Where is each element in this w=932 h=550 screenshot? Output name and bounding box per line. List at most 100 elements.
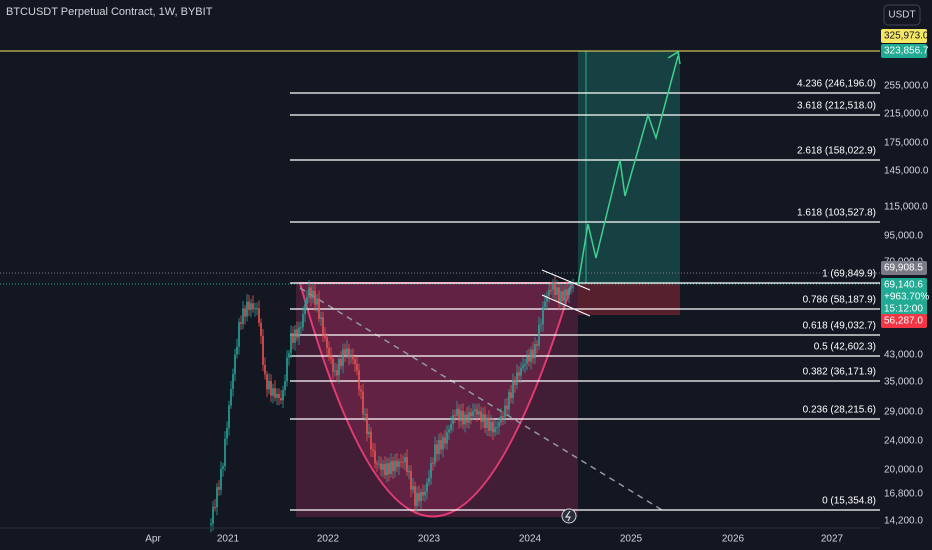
candle-body (492, 421, 494, 433)
cup-curve (298, 282, 574, 518)
price-label: 24,000.0 (884, 436, 923, 447)
price-badge-text: +963.70% (884, 292, 929, 303)
candle-body (290, 333, 292, 354)
candle-body (356, 363, 358, 371)
candle-body (472, 411, 474, 417)
candle-body (226, 427, 228, 439)
candle-body (530, 349, 532, 362)
candle-body (468, 412, 470, 423)
fib-label: 4.236 (246,196.0) (797, 79, 876, 90)
candle-body (448, 429, 450, 433)
candle-body (344, 349, 346, 355)
candle-body (212, 506, 214, 524)
candle-body (558, 287, 560, 303)
candle-body (508, 392, 510, 410)
candle-body (506, 405, 508, 410)
candles (210, 275, 574, 533)
candle-body (420, 491, 422, 502)
candle-body (282, 389, 284, 401)
candle-body (228, 405, 230, 428)
candle-body (372, 449, 374, 451)
candle-body (512, 380, 514, 398)
candle-body (230, 388, 232, 406)
price-label: 16,800.0 (884, 489, 923, 500)
candle-body (248, 301, 250, 310)
candle-body (360, 389, 362, 392)
candle-body (378, 463, 380, 465)
candle-body (440, 440, 442, 450)
candle-body (342, 349, 344, 366)
candle-body (462, 410, 464, 425)
fib-label: 0 (15,354.8) (822, 496, 876, 507)
candle-body (452, 415, 454, 425)
candle-body (550, 289, 552, 291)
candle-body (246, 301, 248, 317)
candle-body (266, 374, 268, 390)
fib-label: 0.382 (36,171.9) (803, 367, 876, 378)
price-badge (881, 261, 927, 275)
candle-body (300, 327, 302, 329)
candle-body (216, 487, 218, 508)
fib-label: 1.618 (103,527.8) (797, 208, 876, 219)
candle-body (376, 463, 378, 465)
candle-body (358, 370, 360, 390)
arrow-head (667, 50, 681, 65)
candle-body (244, 308, 246, 317)
candle-body (546, 295, 548, 302)
time-label: 2026 (722, 534, 745, 545)
candle-body (418, 493, 420, 502)
candle-body (388, 463, 390, 474)
candle-body (214, 506, 216, 508)
price-badge-text: 15:12:00 (884, 304, 923, 315)
price-badge (881, 278, 927, 316)
price-badge (881, 314, 927, 328)
candle-body (364, 414, 366, 416)
candle-body (262, 335, 264, 366)
candle-body (340, 359, 342, 366)
event-icon[interactable] (561, 508, 577, 524)
candle-body (564, 289, 566, 301)
candle-body (312, 290, 314, 299)
candle-body (488, 417, 490, 431)
candle-body (318, 298, 320, 319)
candle-body (270, 380, 272, 396)
price-label: 29,000.0 (884, 407, 923, 418)
candle-body (536, 344, 538, 346)
candle-body (264, 365, 266, 375)
candle-body (324, 334, 326, 338)
fib-levels: 4.236 (246,196.0) 3.618 (212,518.0) 2.618 … (290, 79, 880, 511)
candle-body (502, 416, 504, 418)
price-badge (881, 44, 927, 58)
candle-body (276, 394, 278, 398)
candle-body (354, 359, 356, 364)
candle-body (424, 491, 426, 496)
trend-line (299, 287, 663, 511)
candle-body (292, 333, 294, 343)
candle-body (352, 355, 354, 360)
price-label: 43,000.0 (884, 350, 923, 361)
candle-body (408, 470, 410, 473)
candle-body (478, 411, 480, 415)
candle-body (400, 461, 402, 463)
candle-body (210, 523, 212, 525)
candle-body (304, 304, 306, 315)
currency-button[interactable] (883, 4, 921, 26)
candle-body (288, 353, 290, 358)
price-label: 35,000.0 (884, 377, 923, 388)
candle-body (398, 461, 400, 468)
candle-body (538, 324, 540, 346)
candle-body (370, 431, 372, 450)
candle-body (332, 358, 334, 372)
candle-body (466, 414, 468, 423)
price-badge-text: 69,908.5 (884, 263, 923, 274)
time-label: Apr (145, 534, 161, 545)
candle-body (254, 308, 256, 310)
candle-body (308, 287, 310, 298)
event-icon-bolt (564, 510, 571, 522)
candle-body (426, 482, 428, 492)
candle-body (444, 437, 446, 444)
candle-body (328, 347, 330, 355)
fib-label: 2.618 (158,022.9) (797, 146, 876, 157)
candle-body (392, 461, 394, 472)
